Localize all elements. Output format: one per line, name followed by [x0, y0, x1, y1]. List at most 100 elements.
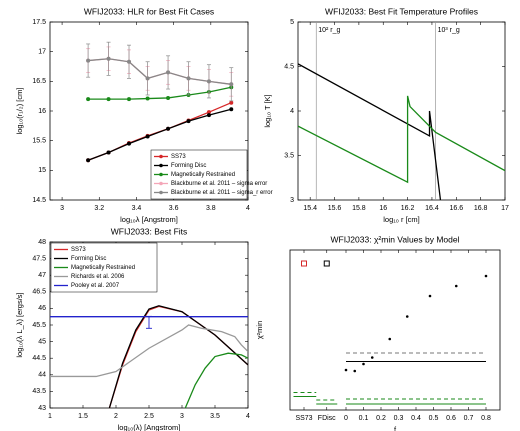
- marker: [86, 58, 91, 63]
- x-tick-label: 3: [180, 413, 184, 420]
- x-axis-label: f: [394, 425, 397, 431]
- reference-label: 10³ r_g: [438, 27, 460, 34]
- x-tick-label: 0.7: [464, 415, 474, 422]
- chart-title: WFIJ2033: HLR for Best Fit Cases: [84, 6, 214, 16]
- y-tick-label: 5: [290, 19, 294, 26]
- y-tick-label: 47.5: [32, 255, 46, 262]
- point: [323, 260, 330, 267]
- marker: [127, 59, 132, 64]
- legend-marker: [159, 154, 163, 159]
- marker: [166, 126, 171, 131]
- point: [353, 369, 357, 373]
- point: [484, 274, 488, 278]
- plot-area: [289, 249, 501, 411]
- point: [362, 362, 365, 366]
- y-tick-label: 46: [38, 305, 46, 312]
- y-tick-label: 4: [290, 108, 294, 115]
- y-tick-label: 43.5: [32, 388, 46, 395]
- series-line: [88, 86, 232, 100]
- marker: [145, 96, 150, 101]
- y-tick-label: 16.5: [32, 78, 46, 85]
- y-tick-label: 47: [38, 272, 46, 279]
- legend-label: SS73: [171, 154, 186, 160]
- plot-content: 10² r_g 10³ r_g: [298, 22, 505, 200]
- marker: [106, 97, 111, 102]
- marker: [206, 79, 211, 84]
- x-tick-label: 0.8: [481, 415, 491, 422]
- x-tick-label: 0.3: [394, 415, 404, 422]
- marker: [206, 113, 211, 118]
- marker: [106, 56, 111, 61]
- point: [344, 368, 348, 372]
- marker: [166, 95, 171, 100]
- plot-content: [50, 305, 248, 408]
- legend-marker: [159, 172, 163, 177]
- x-tick-label: 3.4: [132, 205, 142, 212]
- x-axis-label: log₁₀λ [Angstrom]: [120, 215, 178, 224]
- chart-title: WFIJ2033: Best Fit Temperature Profiles: [325, 6, 478, 16]
- chart-title: WFIJ2033: Best Fits: [111, 226, 188, 236]
- x-tick-label: 3.8: [206, 205, 216, 212]
- y-tick-label: 48: [38, 239, 46, 246]
- x-tick-label: 3.5: [210, 413, 220, 420]
- marker: [186, 76, 191, 81]
- legend-label: Magnetically Restrained: [71, 265, 135, 271]
- series-line: [87, 108, 232, 161]
- x-tick-label: 16.8: [474, 205, 488, 212]
- x-tick-label: 16.6: [449, 205, 463, 212]
- y-axis-label: log₁₀(r₁/₂) [cm]: [15, 88, 24, 135]
- x-tick-label: 0.4: [411, 415, 421, 422]
- legend-label: Richards et al. 2006: [71, 274, 125, 280]
- legend-label: Blackburne et al. 2011 – sigma error: [171, 181, 267, 187]
- marker: [206, 110, 211, 115]
- y-tick-label: 15: [38, 167, 46, 174]
- marker: [229, 107, 234, 112]
- legend-label: SS73: [71, 247, 86, 253]
- marker: [166, 70, 171, 75]
- chart-title: WFIJ2033: χ²min Values by Model: [330, 234, 459, 244]
- x-tick-label: SS73: [295, 415, 312, 422]
- y-tick-label: 43: [38, 405, 46, 412]
- legend-marker: [159, 190, 163, 195]
- marker: [86, 158, 91, 163]
- x-tick-label: 3.2: [94, 205, 104, 212]
- series-line: [298, 63, 442, 200]
- y-axis-label: log₁₀(λ L_λ) [ergs/s]: [15, 292, 24, 357]
- y-tick-label: 45: [38, 338, 46, 345]
- point: [428, 294, 432, 298]
- series-line: [184, 352, 248, 408]
- y-tick-label: 16: [38, 108, 46, 115]
- series-line: [298, 95, 505, 184]
- x-tick-label: 15.8: [352, 205, 366, 212]
- y-tick-label: 3.5: [284, 152, 294, 159]
- x-tick-label: 16: [379, 205, 387, 212]
- marker: [145, 134, 150, 139]
- y-tick-label: 4.5: [284, 63, 294, 70]
- legend-marker: [159, 181, 163, 186]
- marker: [86, 97, 91, 102]
- x-tick-label: 15.6: [328, 205, 342, 212]
- legend-box: [50, 242, 158, 293]
- x-tick-label: 0.1: [359, 415, 369, 422]
- x-tick-label: 1: [48, 413, 52, 420]
- x-tick-label: 0: [344, 415, 348, 422]
- point: [301, 260, 307, 267]
- point: [405, 315, 409, 318]
- marker: [127, 97, 132, 102]
- series-line: [50, 324, 248, 378]
- marker: [127, 141, 132, 146]
- x-tick-label: 4: [246, 205, 250, 212]
- x-tick-label: 0.6: [446, 415, 456, 422]
- y-tick-label: 44: [38, 372, 46, 379]
- x-tick-label: 17: [501, 205, 509, 212]
- y-tick-label: 14.5: [32, 197, 46, 204]
- reference-label: 10² r_g: [318, 27, 340, 34]
- marker: [186, 119, 191, 124]
- legend-label: Forming Disc: [71, 256, 106, 262]
- x-axis-label: log₁₀(λ) [Angstrom]: [118, 423, 181, 431]
- marker: [145, 76, 150, 81]
- x-tick-label: 1.5: [78, 413, 88, 420]
- x-tick-label: 0.2: [376, 415, 386, 422]
- y-tick-label: 15.5: [32, 138, 46, 145]
- series-line: [88, 58, 232, 85]
